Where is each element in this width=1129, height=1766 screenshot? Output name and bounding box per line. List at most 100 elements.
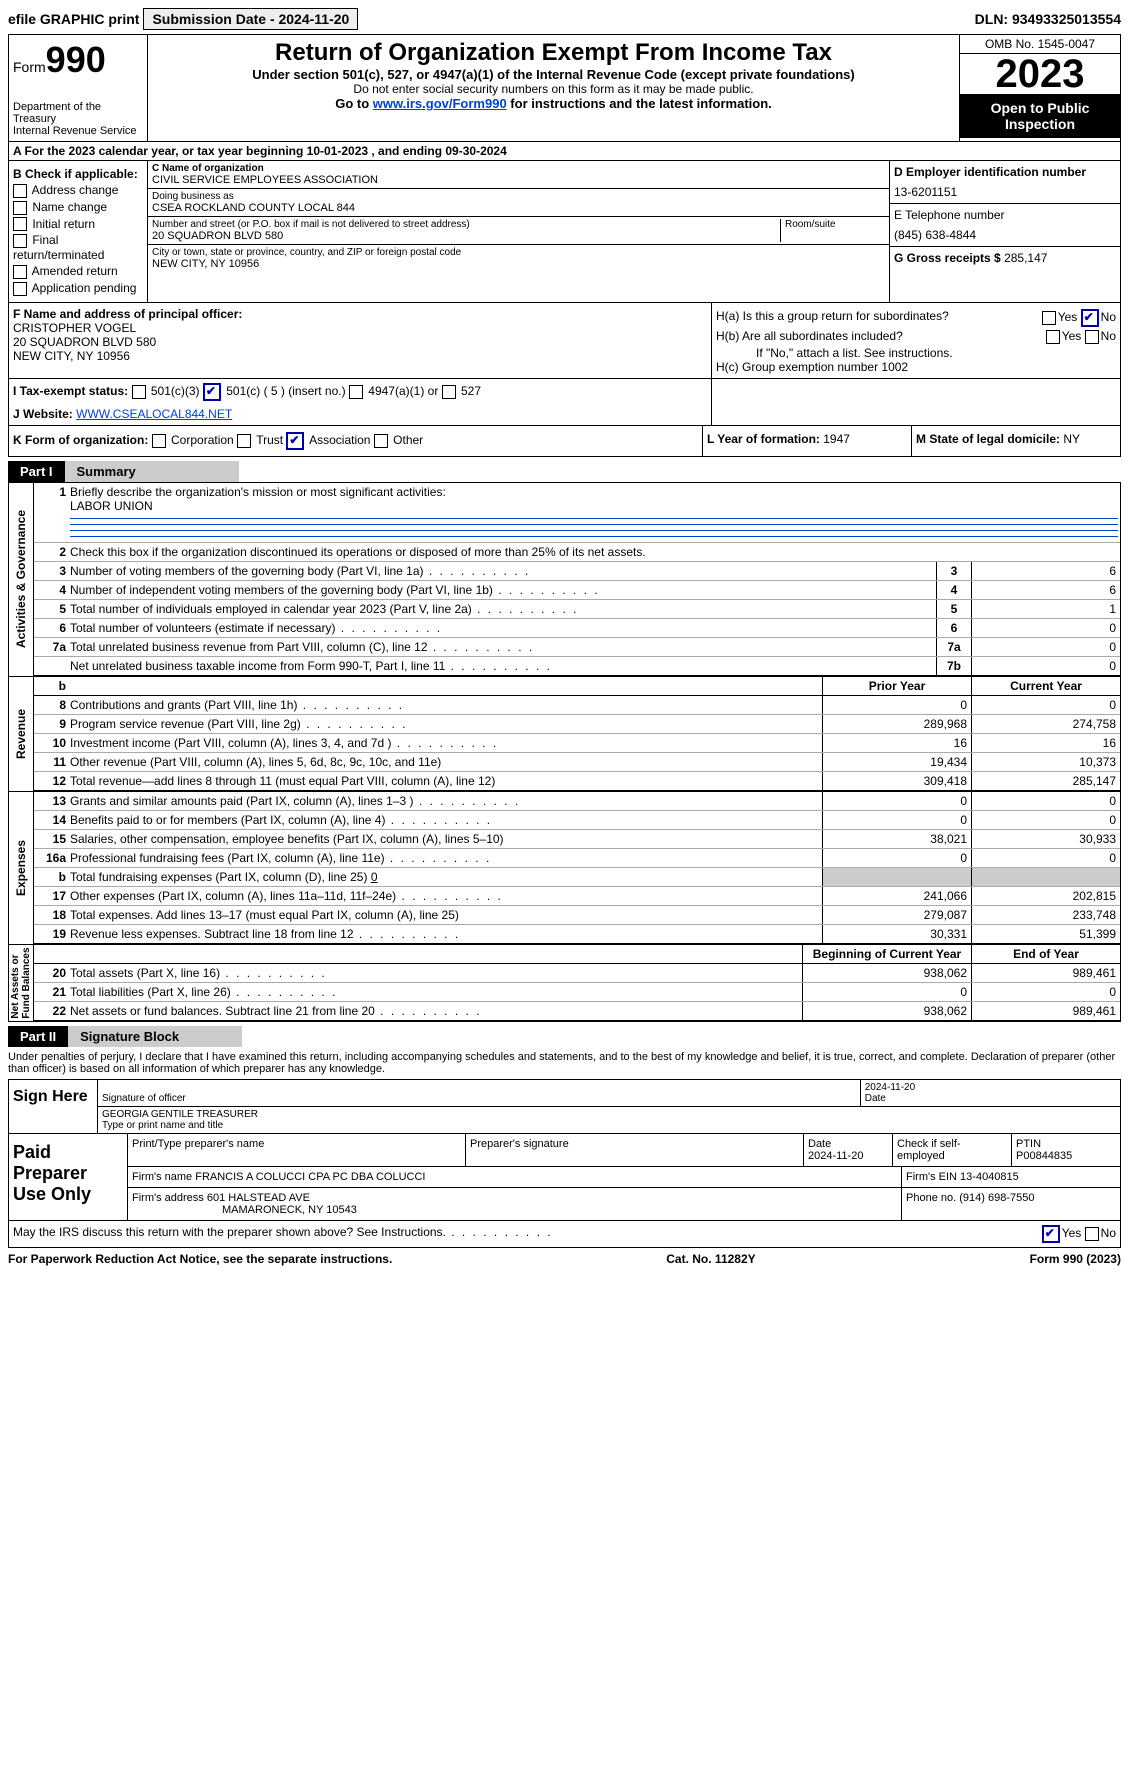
k-o4: Other xyxy=(393,433,423,447)
side-rev: Revenue xyxy=(14,709,28,759)
gross-label: G Gross receipts $ xyxy=(894,251,1004,265)
hc-label: H(c) Group exemption number xyxy=(716,360,881,374)
cb-final[interactable] xyxy=(13,234,27,248)
firm-ein-l: Firm's EIN xyxy=(906,1171,960,1183)
preparer-block: Paid Preparer Use Only Print/Type prepar… xyxy=(8,1134,1121,1221)
l7b: Net unrelated business taxable income fr… xyxy=(68,657,936,675)
l7a: Total unrelated business revenue from Pa… xyxy=(68,638,936,656)
addr-label: Number and street (or P.O. box if mail i… xyxy=(152,219,776,230)
cb-hb-yes[interactable] xyxy=(1046,330,1060,344)
discuss-no: No xyxy=(1101,1226,1116,1240)
prep-sig-h: Preparer's signature xyxy=(466,1134,804,1166)
c17: 202,815 xyxy=(971,887,1120,905)
l3: Number of voting members of the governin… xyxy=(68,562,936,580)
officer-label: F Name and address of principal officer: xyxy=(13,307,242,321)
l6: Total number of volunteers (estimate if … xyxy=(68,619,936,637)
l18: Total expenses. Add lines 13–17 (must eq… xyxy=(68,906,822,924)
k-label: K Form of organization: xyxy=(13,433,148,447)
i-o2: 501(c) ( 5 ) (insert no.) xyxy=(226,384,345,398)
p12: 309,418 xyxy=(822,772,971,790)
cb-assoc[interactable] xyxy=(286,432,304,450)
p15: 38,021 xyxy=(822,830,971,848)
p11: 19,434 xyxy=(822,753,971,771)
c12: 285,147 xyxy=(971,772,1120,790)
cb-501c3[interactable] xyxy=(132,385,146,399)
p8: 0 xyxy=(822,696,971,714)
cb-pending[interactable] xyxy=(13,282,27,296)
v3: 6 xyxy=(971,562,1120,580)
form-header: Form990 Department of the Treasury Inter… xyxy=(8,34,1121,142)
sig-date-label: Date xyxy=(865,1093,886,1104)
l10: Investment income (Part VIII, column (A)… xyxy=(68,734,822,752)
p14: 0 xyxy=(822,811,971,829)
cb-ha-yes[interactable] xyxy=(1042,311,1056,325)
room-label: Room/suite xyxy=(785,219,885,230)
c15: 30,933 xyxy=(971,830,1120,848)
website-link[interactable]: WWW.CSEALOCAL844.NET xyxy=(76,407,232,421)
part1-label: Part I xyxy=(8,461,65,482)
prep-check: Check if self-employed xyxy=(893,1134,1012,1166)
opt-pending: Application pending xyxy=(32,281,137,295)
p9: 289,968 xyxy=(822,715,971,733)
k-o3: Association xyxy=(309,433,370,447)
cb-hb-no[interactable] xyxy=(1085,330,1099,344)
p20: 938,062 xyxy=(802,964,971,982)
top-bar: efile GRAPHIC print Submission Date - 20… xyxy=(8,8,1121,30)
no-txt2: No xyxy=(1101,329,1116,343)
k-o2: Trust xyxy=(256,433,283,447)
net-assets-section: Net Assets or Fund Balances Beginning of… xyxy=(8,945,1121,1022)
dba-label: Doing business as xyxy=(152,191,885,202)
prep-name-h: Print/Type preparer's name xyxy=(128,1134,466,1166)
c10: 16 xyxy=(971,734,1120,752)
l12: Total revenue—add lines 8 through 11 (mu… xyxy=(68,772,822,790)
part2-title: Signature Block xyxy=(68,1026,242,1047)
l2-text: Check this box if the organization disco… xyxy=(68,543,1120,561)
cb-4947[interactable] xyxy=(349,385,363,399)
side-ag: Activities & Governance xyxy=(14,510,28,648)
cb-corp[interactable] xyxy=(152,434,166,448)
c19: 51,399 xyxy=(971,925,1120,943)
p13: 0 xyxy=(822,792,971,810)
form-footer: Form 990 (2023) xyxy=(1030,1252,1121,1266)
m-label: M State of legal domicile: xyxy=(916,432,1063,446)
irs-link[interactable]: www.irs.gov/Form990 xyxy=(373,96,507,111)
footer: For Paperwork Reduction Act Notice, see … xyxy=(8,1248,1121,1270)
firm-name-l: Firm's name xyxy=(132,1171,195,1183)
l19: Revenue less expenses. Subtract line 18 … xyxy=(68,925,822,943)
cb-amended[interactable] xyxy=(13,265,27,279)
opt-address: Address change xyxy=(32,183,119,197)
firm-ein: 13-4040815 xyxy=(960,1171,1019,1183)
cb-address-change[interactable] xyxy=(13,184,27,198)
part2-header: Part II Signature Block xyxy=(8,1026,1121,1047)
p21: 0 xyxy=(802,983,971,1001)
form-label: Form xyxy=(13,59,46,75)
section-bcdefg: B Check if applicable: Address change Na… xyxy=(8,161,1121,303)
cb-other[interactable] xyxy=(374,434,388,448)
b-label: B Check if applicable: xyxy=(13,167,143,181)
yes-txt: Yes xyxy=(1058,310,1078,324)
l11: Other revenue (Part VIII, column (A), li… xyxy=(68,753,822,771)
c13: 0 xyxy=(971,792,1120,810)
cb-initial[interactable] xyxy=(13,217,27,231)
cb-name-change[interactable] xyxy=(13,201,27,215)
pra-notice: For Paperwork Reduction Act Notice, see … xyxy=(8,1252,392,1266)
open-inspection: Open to Public Inspection xyxy=(960,94,1120,138)
cb-501c[interactable] xyxy=(203,383,221,401)
cb-527[interactable] xyxy=(442,385,456,399)
l21: Total liabilities (Part X, line 26) xyxy=(68,983,802,1001)
ptin: P00844835 xyxy=(1016,1150,1072,1162)
expenses-section: Expenses 13Grants and similar amounts pa… xyxy=(8,792,1121,945)
ha-label: H(a) Is this a group return for subordin… xyxy=(716,309,949,327)
form-title: Return of Organization Exempt From Incom… xyxy=(152,39,955,67)
cb-trust[interactable] xyxy=(237,434,251,448)
firm-addr-l: Firm's address xyxy=(132,1192,207,1204)
cb-ha-no[interactable] xyxy=(1081,309,1099,327)
i-label: I Tax-exempt status: xyxy=(13,384,128,398)
cb-discuss-no[interactable] xyxy=(1085,1227,1099,1241)
street-address: 20 SQUADRON BLVD 580 xyxy=(152,230,776,242)
firm-name: FRANCIS A COLUCCI CPA PC DBA COLUCCI xyxy=(195,1171,425,1183)
form-number: 990 xyxy=(46,39,106,80)
cy-header: Current Year xyxy=(971,677,1120,695)
l8: Contributions and grants (Part VIII, lin… xyxy=(68,696,822,714)
cb-discuss-yes[interactable] xyxy=(1042,1225,1060,1243)
